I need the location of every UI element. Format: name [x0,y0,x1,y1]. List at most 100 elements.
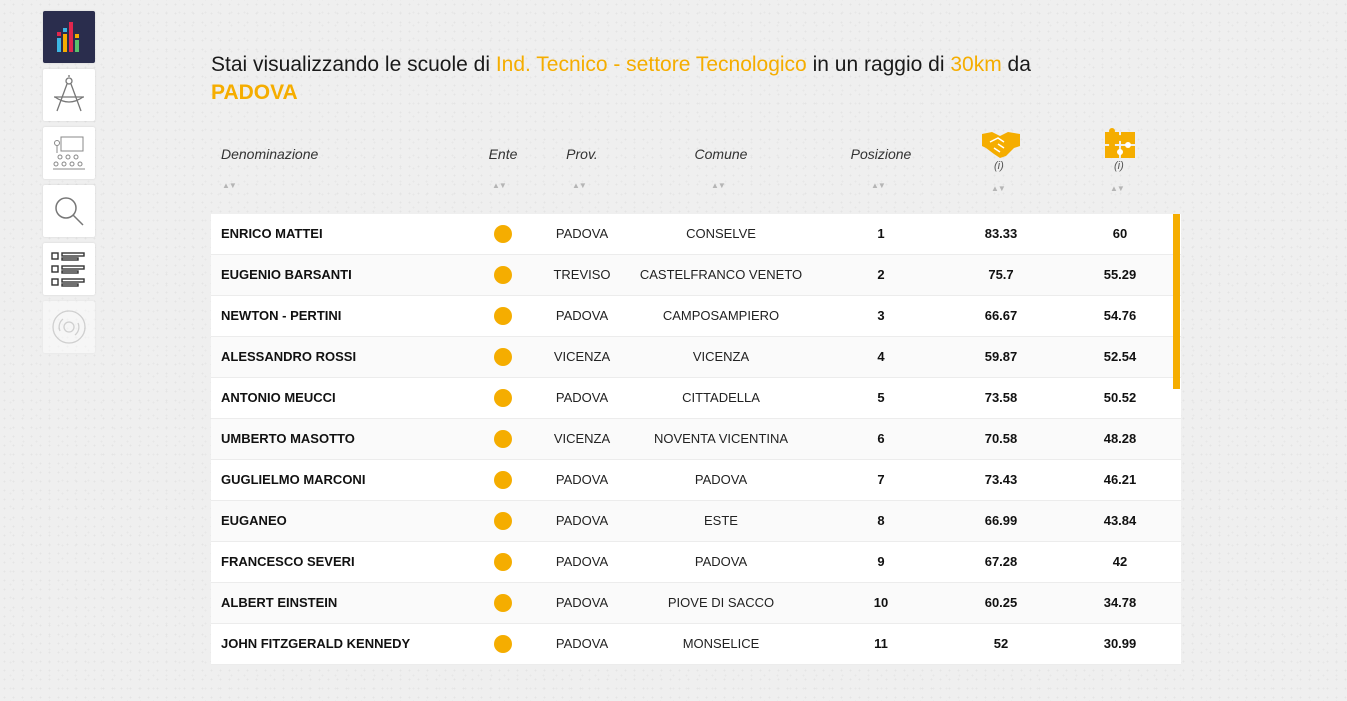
municipality: NOVENTA VICENTINA [653,431,789,446]
position: 2 [877,267,885,282]
position: 10 [873,595,889,610]
school-name[interactable]: EUGANEO [221,513,287,528]
school-name[interactable]: EUGENIO BARSANTI [221,267,352,282]
school-name[interactable]: ALESSANDRO ROSSI [221,349,357,364]
sidebar-item-classroom[interactable] [43,127,95,179]
checklist-icon [51,252,85,287]
ente-indicator [494,553,512,571]
school-name[interactable]: ANTONIO MEUCCI [221,390,336,405]
municipality: CONSELVE [686,226,756,241]
puzzle-icon[interactable] [1103,128,1137,160]
ente-indicator [494,430,512,448]
score-1: 60.25 [984,595,1018,610]
table-row[interactable]: ALBERT EINSTEIN PADOVA PIOVE DI SACCO 10… [211,583,1181,624]
school-name[interactable]: NEWTON - PERTINI [221,308,342,323]
score-2: 30.99 [1103,636,1137,651]
ente-indicator [494,348,512,366]
score-1: 59.87 [984,349,1018,364]
score-2: 52.54 [1103,349,1137,364]
sidebar [43,11,95,359]
municipality: ESTE [704,513,738,528]
province: PADOVA [555,472,609,487]
position: 8 [877,513,885,528]
sidebar-item-compass[interactable] [43,69,95,121]
column-header-posizione[interactable]: Posizione [850,146,912,162]
ente-indicator [494,512,512,530]
sort-ente-icon[interactable]: ▲▼ [492,181,507,190]
score-2: 55.29 [1103,267,1137,282]
sidebar-item-search[interactable] [43,185,95,237]
info-puzzle[interactable]: (i) [1114,160,1124,172]
ente-indicator [494,225,512,243]
school-name[interactable]: ALBERT EINSTEIN [221,595,338,610]
score-2: 48.28 [1103,431,1137,446]
sort-prov-icon[interactable]: ▲▼ [572,181,587,190]
table-row[interactable]: FRANCESCO SEVERI PADOVA PADOVA 9 67.28 4… [211,542,1181,583]
classroom-icon [53,136,85,170]
score-2: 50.52 [1103,390,1137,405]
ente-indicator [494,389,512,407]
column-header-ente[interactable]: Ente [488,146,518,162]
score-2: 43.84 [1103,513,1137,528]
table-row[interactable]: UMBERTO MASOTTO VICENZA NOVENTA VICENTIN… [211,419,1181,460]
column-header-comune[interactable]: Comune [694,146,748,162]
table-header: Denominazione ▲▼ Ente ▲▼ Prov. ▲▼ Comune… [211,120,1181,214]
municipality: MONSELICE [682,636,760,651]
handshake-icon[interactable] [980,128,1022,160]
position: 3 [877,308,885,323]
column-header-name[interactable]: Denominazione [221,146,319,162]
table-row[interactable]: ALESSANDRO ROSSI VICENZA VICENZA 4 59.87… [211,337,1181,378]
municipality: PADOVA [694,472,748,487]
sidebar-item-disc[interactable] [43,301,95,353]
score-1: 73.58 [984,390,1018,405]
score-1: 67.28 [984,554,1018,569]
school-name[interactable]: FRANCESCO SEVERI [221,554,355,569]
province: PADOVA [555,554,609,569]
position: 1 [877,226,885,241]
position: 6 [877,431,885,446]
school-name[interactable]: ENRICO MATTEI [221,226,323,241]
province: PADOVA [555,636,609,651]
sort-col7-icon[interactable]: ▲▼ [1110,184,1125,193]
table-body: ENRICO MATTEI PADOVA CONSELVE 1 83.33 60… [211,214,1181,665]
municipality: CITTADELLA [682,390,760,405]
province: PADOVA [555,226,609,241]
sort-col6-icon[interactable]: ▲▼ [991,184,1006,193]
sort-posizione-icon[interactable]: ▲▼ [871,181,886,190]
sidebar-item-list[interactable] [43,243,95,295]
province: TREVISO [553,267,611,282]
school-name[interactable]: UMBERTO MASOTTO [221,431,355,446]
table-row[interactable]: EUGANEO PADOVA ESTE 8 66.99 43.84 [211,501,1181,542]
table-row[interactable]: EUGENIO BARSANTI TREVISO CASTELFRANCO VE… [211,255,1181,296]
province: PADOVA [555,390,609,405]
table-row[interactable]: ANTONIO MEUCCI PADOVA CITTADELLA 5 73.58… [211,378,1181,419]
table-row[interactable]: JOHN FITZGERALD KENNEDY PADOVA MONSELICE… [211,624,1181,665]
table-row[interactable]: ENRICO MATTEI PADOVA CONSELVE 1 83.33 60 [211,214,1181,255]
bar-chart-icon [57,22,79,52]
column-header-prov[interactable]: Prov. [566,146,598,162]
page-title: Stai visualizzando le scuole di Ind. Tec… [211,51,1171,107]
disc-icon [52,310,86,344]
sidebar-item-charts[interactable] [43,11,95,63]
municipality: VICENZA [692,349,750,364]
score-2: 34.78 [1103,595,1137,610]
table-row[interactable]: GUGLIELMO MARCONI PADOVA PADOVA 7 73.43 … [211,460,1181,501]
school-name[interactable]: GUGLIELMO MARCONI [221,472,366,487]
province: PADOVA [555,308,609,323]
municipality: CASTELFRANCO VENETO [639,267,803,282]
table-row[interactable]: NEWTON - PERTINI PADOVA CAMPOSAMPIERO 3 … [211,296,1181,337]
score-2: 46.21 [1103,472,1137,487]
ente-indicator [494,266,512,284]
score-1: 52 [993,636,1009,651]
title-prefix: Stai visualizzando le scuole di [211,53,496,76]
position: 7 [877,472,885,487]
score-1: 66.67 [984,308,1018,323]
sort-name-icon[interactable]: ▲▼ [222,181,237,190]
sort-comune-icon[interactable]: ▲▼ [711,181,726,190]
info-handshake[interactable]: (i) [994,160,1004,172]
municipality: PIOVE DI SACCO [667,595,775,610]
position: 9 [877,554,885,569]
school-name[interactable]: JOHN FITZGERALD KENNEDY [221,636,411,651]
scrollbar[interactable] [1173,214,1180,389]
score-2: 54.76 [1103,308,1137,323]
